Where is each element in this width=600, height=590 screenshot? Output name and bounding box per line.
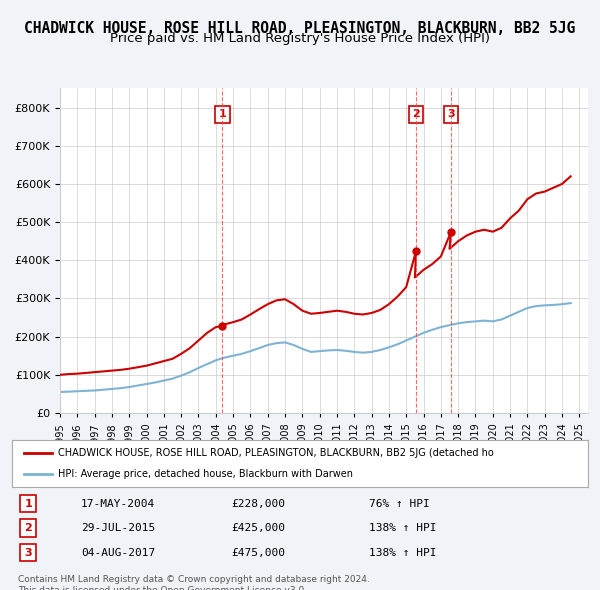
Text: Contains HM Land Registry data © Crown copyright and database right 2024.
This d: Contains HM Land Registry data © Crown c…	[18, 575, 370, 590]
Text: CHADWICK HOUSE, ROSE HILL ROAD, PLEASINGTON, BLACKBURN, BB2 5JG: CHADWICK HOUSE, ROSE HILL ROAD, PLEASING…	[25, 21, 575, 35]
Text: 1: 1	[218, 110, 226, 119]
Text: £228,000: £228,000	[231, 499, 285, 509]
Text: 1: 1	[24, 499, 32, 509]
Text: HPI: Average price, detached house, Blackburn with Darwen: HPI: Average price, detached house, Blac…	[58, 468, 353, 478]
Text: 138% ↑ HPI: 138% ↑ HPI	[369, 548, 437, 558]
Text: 3: 3	[447, 110, 455, 119]
Text: 76% ↑ HPI: 76% ↑ HPI	[369, 499, 430, 509]
Text: 29-JUL-2015: 29-JUL-2015	[81, 523, 155, 533]
Text: 2: 2	[24, 523, 32, 533]
Text: 2: 2	[412, 110, 420, 119]
Text: £425,000: £425,000	[231, 523, 285, 533]
Text: £475,000: £475,000	[231, 548, 285, 558]
Text: 3: 3	[25, 548, 32, 558]
Text: Price paid vs. HM Land Registry's House Price Index (HPI): Price paid vs. HM Land Registry's House …	[110, 32, 490, 45]
Text: CHADWICK HOUSE, ROSE HILL ROAD, PLEASINGTON, BLACKBURN, BB2 5JG (detached ho: CHADWICK HOUSE, ROSE HILL ROAD, PLEASING…	[58, 448, 494, 458]
Text: 04-AUG-2017: 04-AUG-2017	[81, 548, 155, 558]
Text: 138% ↑ HPI: 138% ↑ HPI	[369, 523, 437, 533]
Text: 17-MAY-2004: 17-MAY-2004	[81, 499, 155, 509]
